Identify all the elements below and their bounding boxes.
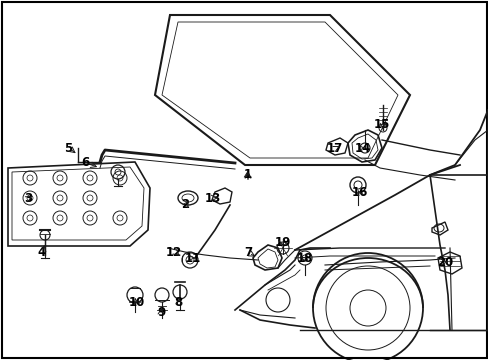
Text: 5: 5 — [64, 141, 72, 154]
Text: 4: 4 — [38, 246, 46, 258]
Text: 19: 19 — [274, 235, 290, 248]
Text: 6: 6 — [81, 157, 89, 170]
Text: 12: 12 — [165, 246, 182, 258]
Text: 16: 16 — [351, 185, 367, 198]
Text: 1: 1 — [244, 168, 251, 181]
Text: 17: 17 — [326, 141, 343, 154]
Text: 20: 20 — [436, 256, 452, 269]
Text: 18: 18 — [296, 252, 312, 265]
Text: 15: 15 — [373, 118, 389, 131]
Text: 3: 3 — [24, 192, 32, 204]
Text: 2: 2 — [181, 198, 189, 211]
Text: 9: 9 — [158, 306, 166, 320]
Text: 14: 14 — [354, 141, 370, 154]
Text: 7: 7 — [244, 247, 251, 260]
Text: 8: 8 — [174, 296, 182, 309]
Text: 13: 13 — [204, 192, 221, 204]
Text: 10: 10 — [129, 296, 145, 309]
Text: 11: 11 — [184, 252, 201, 265]
